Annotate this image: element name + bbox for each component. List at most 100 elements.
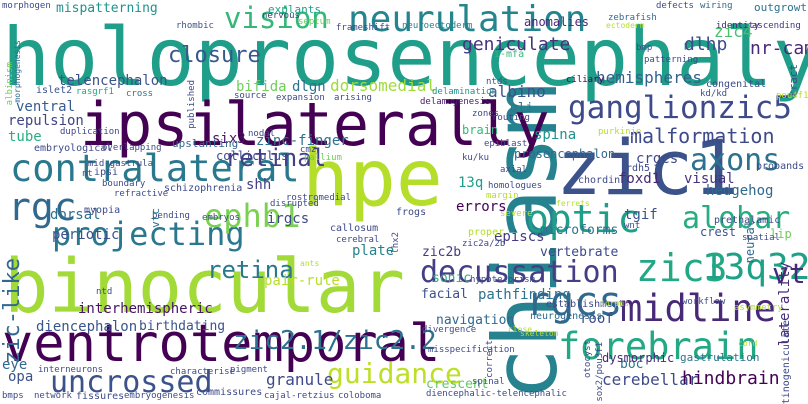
word-zic3: zic3 [636,246,728,290]
word-13q: 13q [458,175,484,191]
word-granule: granule [266,370,334,389]
word-lip: lip [770,227,792,241]
word-nr-cam: nr-cam [750,38,808,59]
word-vertebrate: vertebrate [540,245,619,260]
word-morphogenesis: morphogenesis [13,40,22,103]
word-binocular: binocular [4,244,405,330]
word-interhemispheric: interhemispheric [78,301,213,317]
word-delamination: delamination [432,87,498,97]
word-ascending: ascending [752,21,801,31]
word-albino: albino [488,82,546,101]
word-hemispheres: hemispheres [596,68,702,87]
word-expansion: expansion [276,93,325,103]
word-tube: tube [8,129,42,145]
word-microforms: microforms [540,223,619,238]
word-dorsal: dorsal [50,207,101,223]
word-schizophrenia: schizophrenia [164,183,243,194]
word-hpe: hpe [302,134,443,224]
word-ephb1: ephb1 [204,197,301,235]
word-tgif: tgif [624,207,658,223]
word-contralateral: contralateral [10,147,300,190]
word-neurogenesis: neurogenesis [530,311,603,322]
word-bmps: bmps [2,391,24,401]
word-prosencephalon: prosencephalon [514,147,616,161]
word-explants: explants [268,3,321,16]
word-prethalamic: prethalamic [714,215,781,226]
word-septum: septum [298,17,331,27]
word-embryogenesis: embryogenesis [124,391,195,401]
word-homologues: homologues [488,181,543,191]
word-hypotelorism: hypotelorism [470,275,536,285]
word-ipsilaterally: ipsilaterally [80,90,550,160]
word-bifida: bifida [236,79,287,95]
word-crest: crest [700,225,737,239]
word-pigment: pigment [230,365,268,375]
word-frameshift: frameshift [336,23,391,33]
word-wiring: wiring [700,1,733,11]
word-plate: plate [352,243,395,259]
word-six3: six3 [212,131,246,147]
word-birthdating: birthdating [139,319,226,334]
word-guidance: guidance [327,357,462,390]
word-zebrafish: zebrafish [608,13,657,23]
word-nodal: nodal [248,129,276,139]
word-malformation: malformation [630,124,775,148]
word-probands: probands [756,161,805,172]
word-margin: margin [486,191,519,201]
word-myopia: myopia [84,205,121,216]
word-embryological: embryological [34,143,113,154]
word-axons: axons [690,143,781,178]
word-holoprosencephaly: holoprosencephaly [2,11,808,104]
word-opa: opa [8,369,34,385]
word-duplication: duplication [60,127,120,137]
word-closure: closure [168,43,261,68]
word-identity: identity [716,21,760,31]
word-upslanting: upslanting [172,137,239,150]
word-ku-ku: ku/ku [462,153,490,163]
word-uncrossed: uncrossed [50,365,213,400]
word-periotic: periotic [52,227,120,243]
word-ventrotemporal: ventrotemporal [2,314,441,374]
word-episcs: episcs [494,229,545,245]
word-zinc-finger: zinc-finger [256,133,349,149]
word-otocyst: otocyst [583,340,593,378]
word-bmp: bmp [636,43,653,53]
word-hindbrain: hindbrain [682,368,780,389]
word-islet2: islet2 [36,85,73,96]
word-corpus: corpus [600,299,629,308]
word-alobar: alobar [682,201,791,236]
word-ventral: ventral [16,99,76,115]
word-zic2a-2b: zic2a/2b [462,239,506,249]
word-coloboma: coloboma [338,391,382,401]
word-source: source [234,91,267,101]
word-pair-rule: pair-rule [264,273,340,289]
word-kd-kd: kd/kd [700,89,728,99]
word-diencephalon: diencephalon [36,319,138,335]
word-callosum: callosum [330,223,379,234]
word-ntds: ntds [486,77,508,87]
word-characterise: characterise [170,367,236,377]
word-commissures: commissures [196,387,263,398]
word-errors: errors [456,199,507,215]
word-ganglionzic5: ganglionzic5 [568,90,792,126]
word-gastrulation: gastrulation [680,351,760,364]
word-spina: spina [534,127,577,143]
word-interneurons: interneurons [38,365,104,375]
word-visual: visual [684,171,735,187]
word-dlhp: dlhp [684,34,728,55]
word-zic-like: zic-like [0,258,25,364]
word-spinal: spinal [472,377,505,387]
word-decussation: decussation [420,255,619,290]
word-purkinje: purkinje [598,127,642,137]
word-overlapping: overlapping [102,143,162,153]
word-nervous: nervous [262,11,300,21]
word-zones: zones [472,109,500,119]
word-axial: axial [500,165,528,175]
word-eye: eye [2,357,28,373]
word-neurulation: neurulation [348,0,587,40]
word-zic2b: zic2b [422,245,462,260]
word-ants: ants [300,259,320,268]
word-delamogenesis: delamogenesis [420,97,491,107]
word-boundary: boundary [102,179,146,189]
word-disrupted: disrupted [270,199,319,209]
